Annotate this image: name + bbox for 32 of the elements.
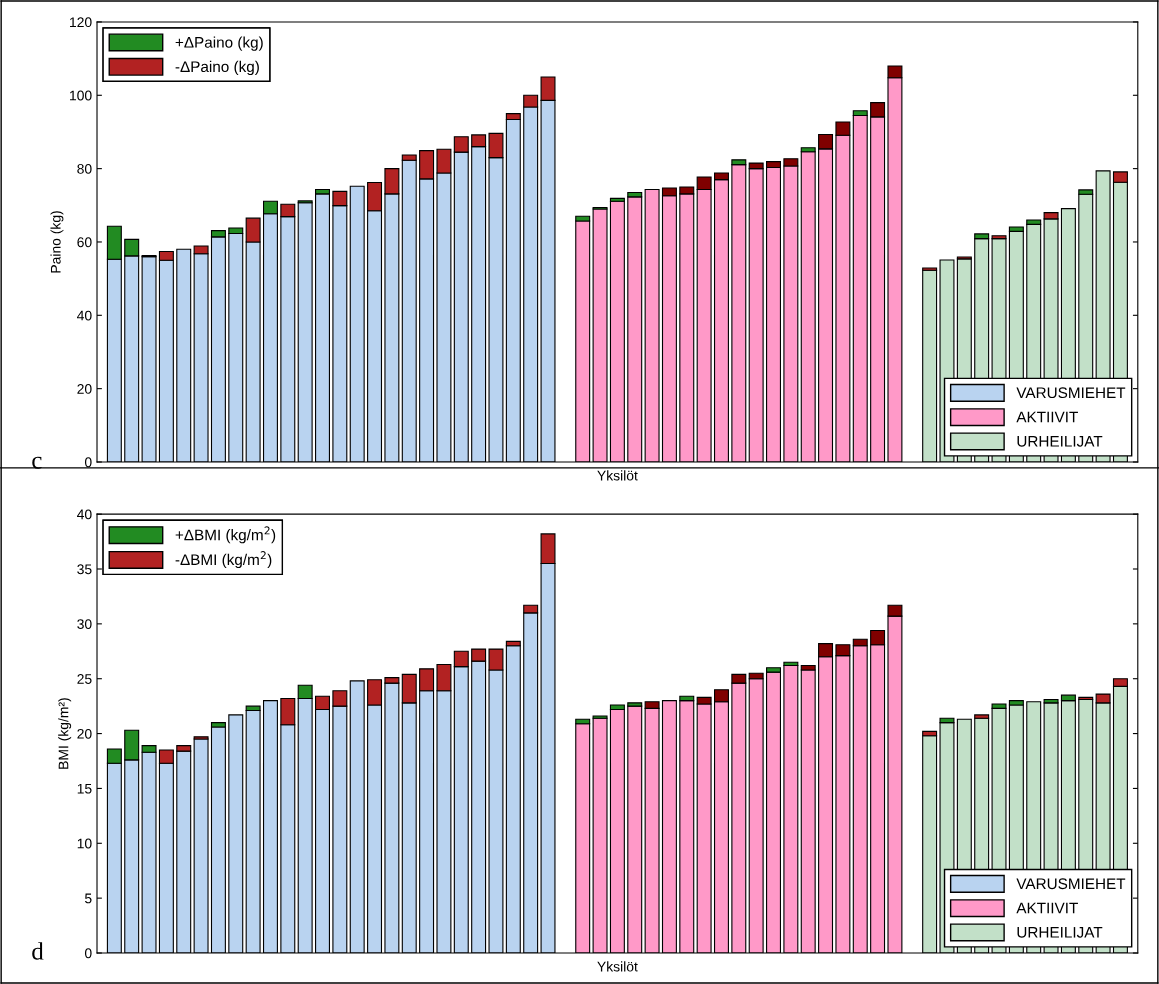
- legend-label: AKTIIVIT: [1016, 902, 1078, 914]
- y-tick-label: 20: [77, 728, 92, 739]
- y-axis-title: Paino (kg): [50, 211, 64, 273]
- legend-label: URHEILIJAT: [1017, 436, 1103, 447]
- y-tick-label: 15: [77, 783, 92, 794]
- legend-label: -ΔPaino (kg): [175, 60, 259, 76]
- y-tick-label: 35: [77, 564, 92, 575]
- y-tick-label: 25: [77, 674, 92, 684]
- legend-label: +ΔPaino (kg): [175, 36, 263, 51]
- legend-label: URHEILIJAT: [1017, 927, 1103, 938]
- x-axis-title: Yksilöt: [597, 961, 638, 972]
- legend-label: -ΔBMI (kg/m$^{2}$): [175, 551, 272, 569]
- y-tick-label: 40: [77, 310, 92, 321]
- legend-label: AKTIIVIT: [1016, 411, 1078, 423]
- y-tick-label: 10: [77, 838, 92, 849]
- y-tick-label: 5: [84, 893, 92, 904]
- x-axis-title: Yksilöt: [597, 470, 638, 481]
- y-tick-label: 40: [77, 509, 92, 520]
- text: d: [32, 942, 44, 960]
- y-tick-label: 80: [77, 163, 92, 174]
- y-axis-title: BMI (kg/m²): [58, 698, 72, 769]
- legend-label: VARUSMIEHET: [1016, 878, 1126, 890]
- legend-label: VARUSMIEHET: [1016, 387, 1126, 399]
- y-tick-label: 120: [70, 17, 92, 28]
- text: c: [32, 456, 42, 469]
- y-tick-label: 20: [77, 383, 92, 394]
- legend-label: +ΔBMI (kg/m$^{2}$): [175, 526, 276, 544]
- y-tick-label: 60: [77, 237, 92, 248]
- y-tick-label: 0: [84, 948, 92, 959]
- y-tick-label: 100: [70, 90, 92, 101]
- y-tick-label: 30: [77, 619, 92, 630]
- y-tick-label: 0: [84, 457, 92, 468]
